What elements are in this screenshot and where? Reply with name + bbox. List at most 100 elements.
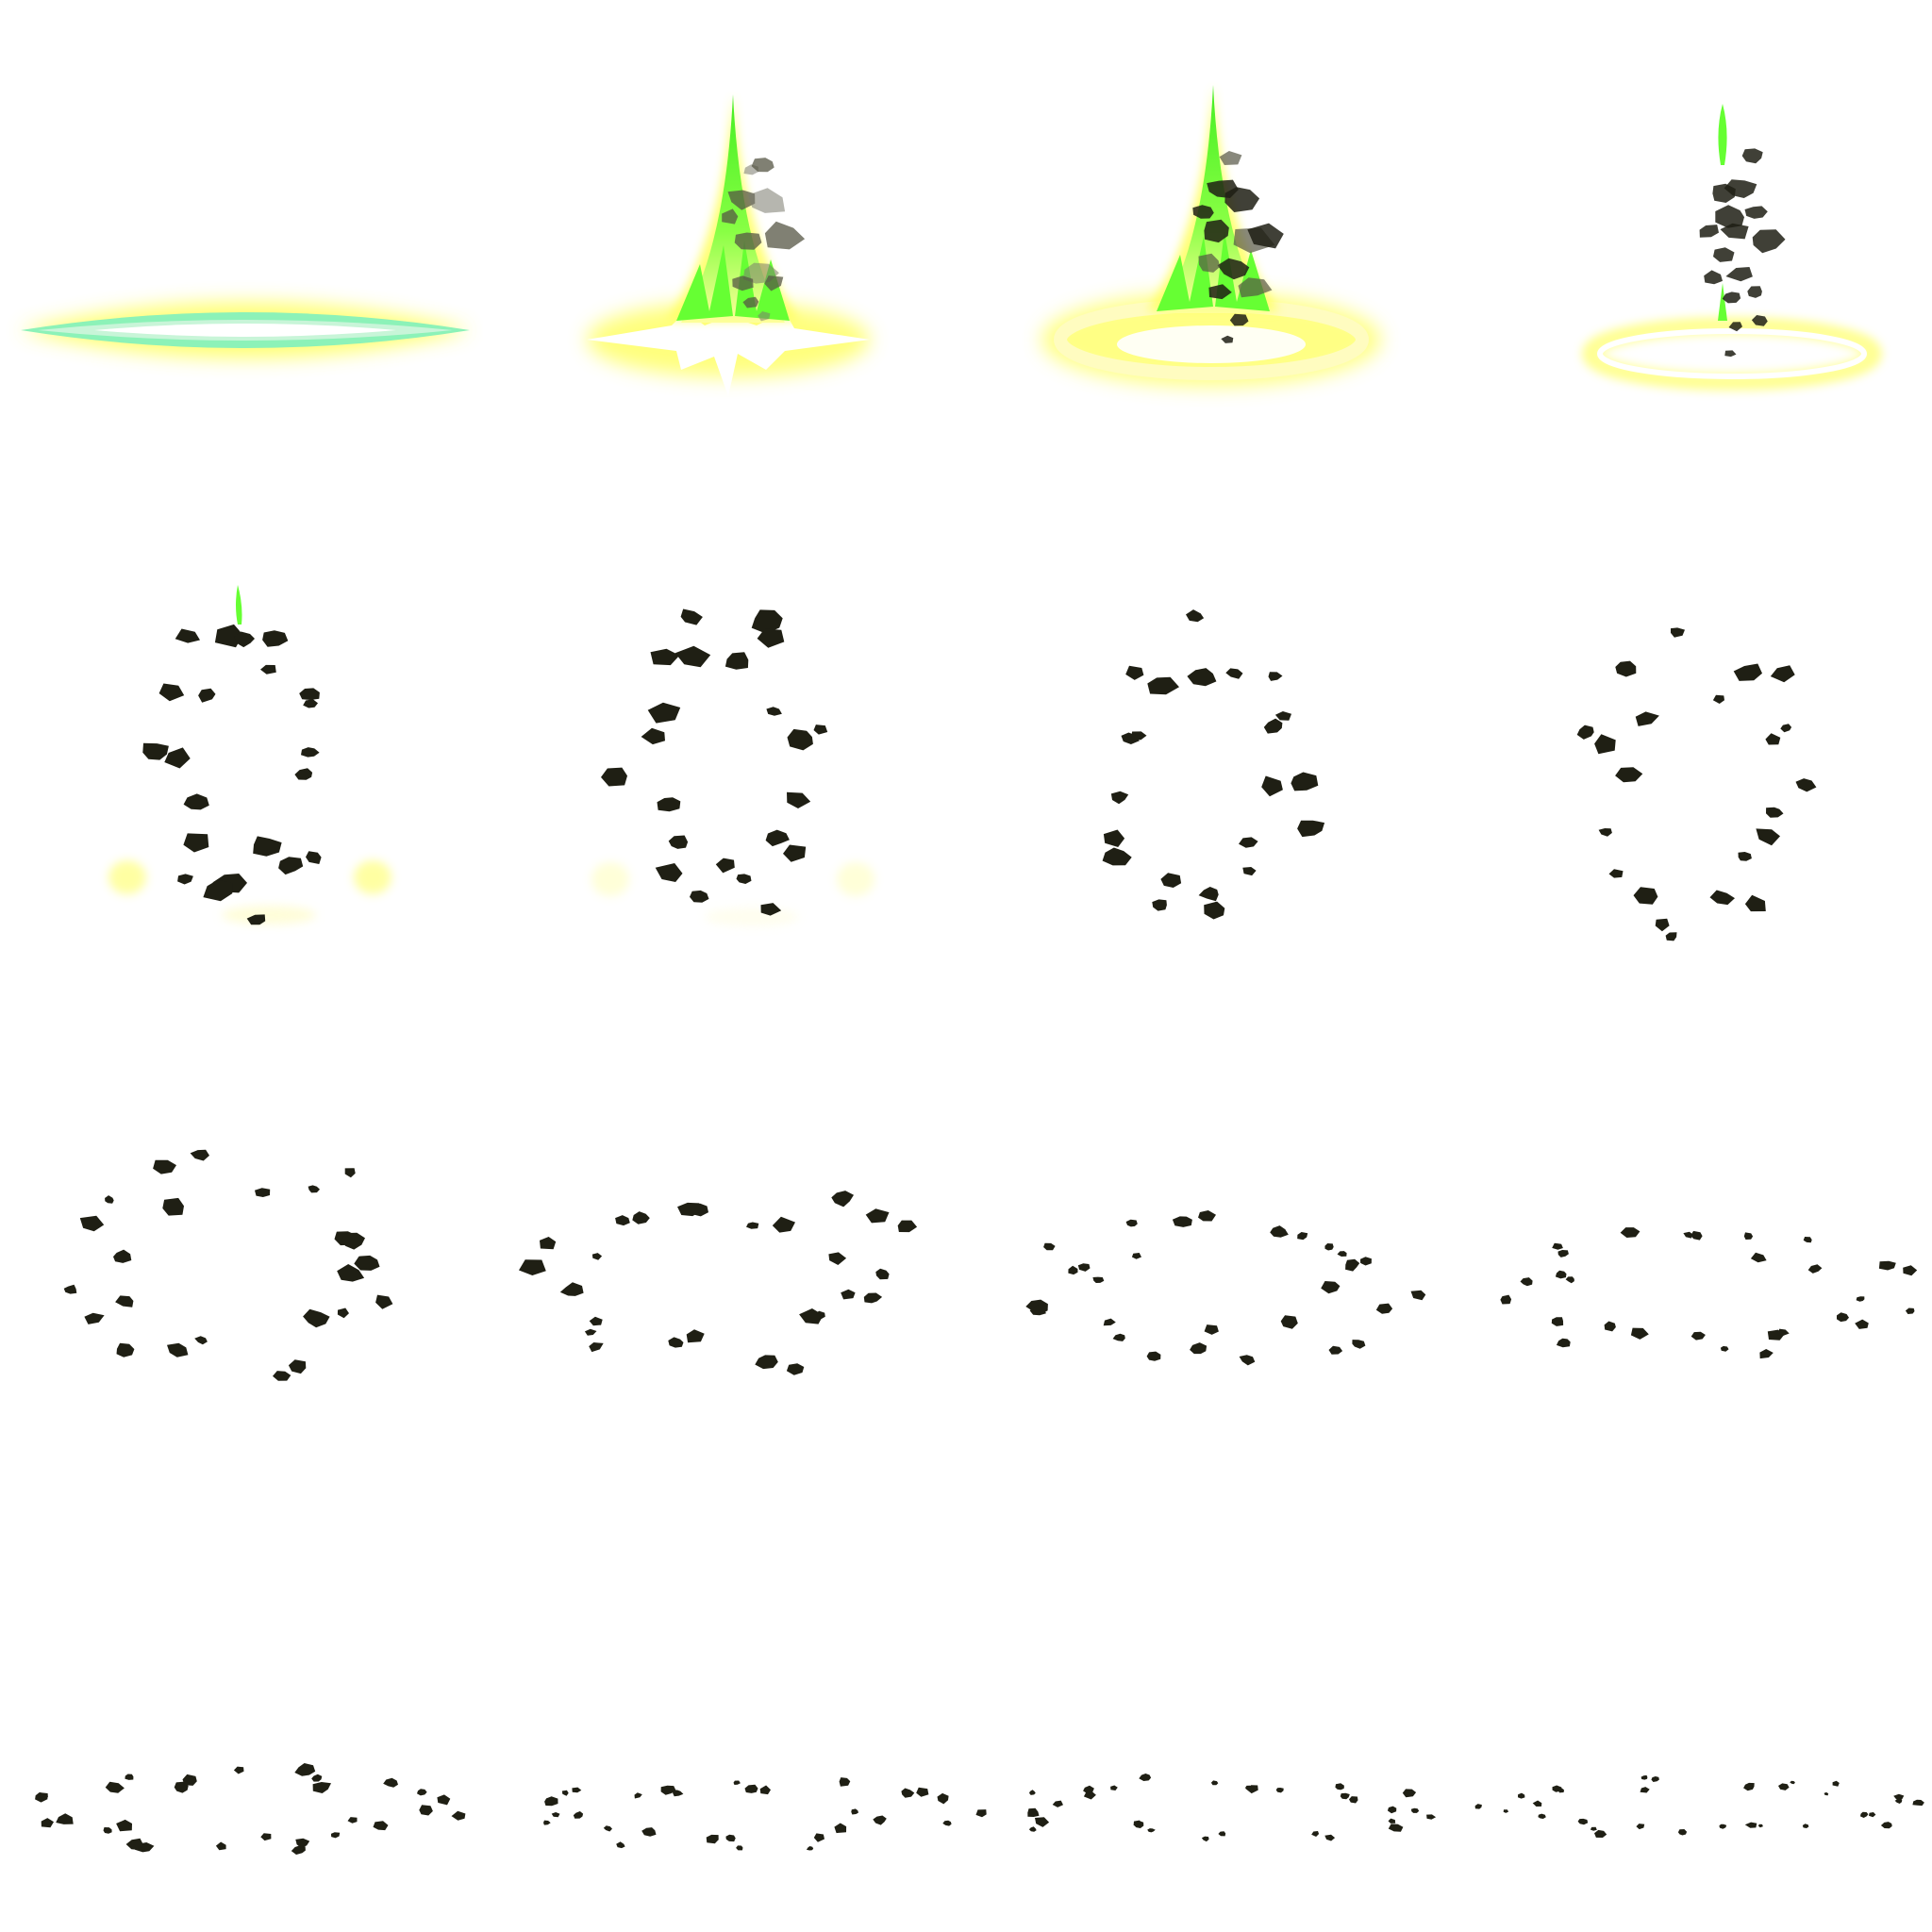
rock-fragment: [1204, 901, 1225, 920]
rock-fragment: [115, 1295, 134, 1307]
rock-fragment: [901, 1788, 915, 1798]
rock-fragment: [1894, 1798, 1903, 1804]
rock-fragment: [1077, 1263, 1091, 1272]
rock-fragment: [1146, 1351, 1161, 1361]
rock-fragment: [1121, 732, 1140, 744]
rock-fragment: [1903, 1265, 1918, 1276]
rock-fragment: [1029, 1304, 1046, 1316]
rock-fragment: [1139, 1774, 1152, 1781]
rock-fragment: [125, 1774, 134, 1780]
rock-fragment: [56, 1813, 74, 1824]
rock-fragment: [158, 683, 185, 702]
rock-fragment: [813, 1833, 824, 1842]
rock-fragment: [1190, 1342, 1208, 1355]
rock-fragment: [1893, 1793, 1905, 1800]
rock-fragment: [1261, 775, 1283, 797]
rock-fragment: [1335, 1783, 1344, 1790]
rock-fragment: [262, 630, 289, 647]
rock-fragment: [1201, 1836, 1209, 1842]
rock-fragment: [1556, 1338, 1571, 1348]
rock-fragment: [1217, 258, 1250, 280]
rock-fragment: [1557, 1250, 1569, 1257]
rock-fragment: [799, 1308, 824, 1324]
rock-fragment: [1225, 668, 1243, 679]
rock-fragment: [1790, 1780, 1795, 1785]
rock-fragment: [1192, 205, 1214, 219]
rock-fragment: [813, 724, 828, 735]
rock-fragment: [1187, 668, 1217, 687]
rock-fragment: [736, 874, 752, 884]
rock-fragment: [1102, 847, 1132, 866]
rock-fragment: [916, 1787, 929, 1797]
frame-10: [483, 966, 966, 1449]
rock-fragment: [1608, 869, 1624, 878]
rock-fragment: [615, 1215, 630, 1226]
rock-fragment: [1733, 663, 1762, 681]
rock-fragment: [1263, 718, 1283, 734]
rock-fragment: [1855, 1319, 1869, 1329]
rock-fragment: [1878, 1260, 1896, 1271]
rock-fragment: [255, 1188, 271, 1197]
frame-6: [483, 483, 966, 966]
rock-fragment: [246, 914, 266, 925]
rock-fragment: [715, 858, 735, 874]
rock-fragment: [1520, 1277, 1533, 1287]
rock-fragment: [766, 707, 782, 716]
frame-1: [0, 0, 483, 483]
rock-fragment: [198, 688, 216, 703]
rock-fragment: [551, 1812, 560, 1818]
rock-fragment: [1198, 1210, 1216, 1222]
rock-fragment: [1474, 1804, 1482, 1809]
rock-fragment: [1133, 1820, 1143, 1826]
rock-fragment: [937, 1792, 949, 1805]
rock-fragment: [1029, 1790, 1036, 1795]
rock-fragment: [294, 768, 313, 780]
rock-fragment: [589, 1342, 604, 1353]
rock-fragment: [1092, 1276, 1105, 1283]
rock-fragment: [1704, 270, 1723, 285]
rock-fragment: [1751, 315, 1768, 326]
rock-fragment: [1204, 1324, 1219, 1335]
frame-5: [0, 483, 483, 966]
rock-fragment: [875, 1268, 890, 1280]
rock-fragment: [1912, 1799, 1924, 1807]
rock-fragment: [1738, 852, 1752, 861]
rock-fragment: [863, 1292, 883, 1304]
rock-fragment: [1757, 1824, 1763, 1828]
rock-fragment: [299, 688, 320, 700]
rock-fragment: [1690, 1331, 1706, 1341]
rock-fragment: [291, 1845, 306, 1855]
shock-ring: [1597, 328, 1867, 379]
rock-fragment: [1780, 724, 1792, 733]
rock-fragment: [306, 851, 322, 864]
rock-fragment: [1719, 1824, 1727, 1829]
rock-fragment: [1503, 1809, 1509, 1813]
rock-fragment: [294, 1763, 316, 1776]
rock-fragment: [1604, 1321, 1616, 1332]
rock-fragment: [1655, 918, 1670, 932]
rock-fragment: [655, 863, 683, 882]
frame-11: [966, 966, 1449, 1449]
frame-14: [483, 1449, 966, 1932]
rock-fragment: [1837, 1312, 1849, 1323]
rock-fragment: [1590, 1826, 1597, 1831]
rock-fragment: [1795, 778, 1817, 792]
rock-fragment: [203, 880, 233, 902]
rock-fragment: [1576, 724, 1594, 740]
rock-fragment: [589, 1316, 603, 1326]
frame-3: [966, 0, 1449, 483]
rock-fragment: [182, 1774, 197, 1786]
rock-fragment: [383, 1777, 398, 1788]
rock-fragment: [253, 836, 282, 857]
rock-fragment: [183, 833, 209, 853]
rock-fragment: [79, 1215, 105, 1232]
rock-fragment: [1598, 828, 1612, 837]
rock-fragment: [1402, 1789, 1417, 1798]
rock-fragment: [103, 1827, 112, 1834]
rock-fragment: [732, 275, 754, 291]
rock-fragment: [1247, 223, 1284, 249]
rock-fragment: [1744, 894, 1766, 912]
rock-fragment: [1635, 711, 1659, 726]
rock-fragment: [650, 648, 680, 666]
rock-fragment: [1720, 1345, 1729, 1352]
